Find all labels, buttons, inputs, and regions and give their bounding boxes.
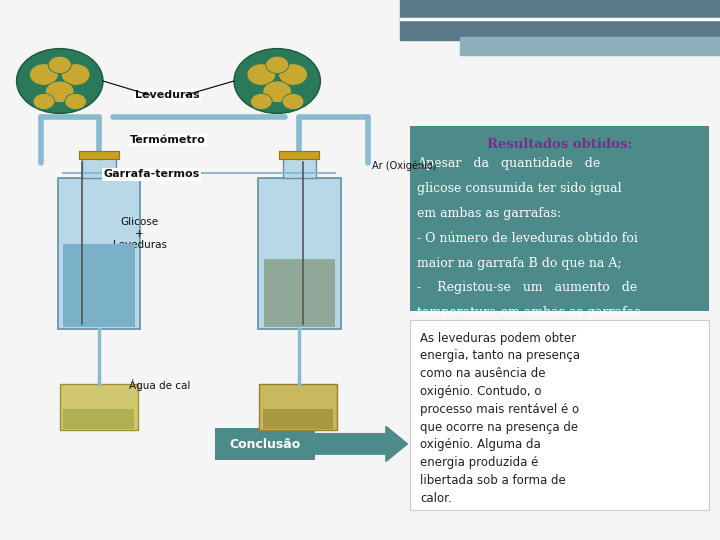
Text: libertada sob a forma de: libertada sob a forma de	[420, 474, 566, 487]
Bar	[79, 151, 120, 159]
Text: Ar (Oxigénio): Ar (Oxigénio)	[372, 160, 436, 171]
Circle shape	[61, 64, 90, 85]
Bar	[282, 158, 315, 178]
Text: Glicose
+
Leveduras: Glicose + Leveduras	[113, 217, 167, 251]
Bar	[400, 18, 720, 20]
Text: Água de cal: Água de cal	[129, 379, 191, 391]
Circle shape	[48, 56, 71, 73]
Circle shape	[282, 93, 304, 110]
Text: como na ausência de: como na ausência de	[420, 367, 546, 380]
Text: Resultados obtidos:: Resultados obtidos:	[487, 138, 632, 151]
Circle shape	[33, 93, 55, 110]
FancyBboxPatch shape	[410, 320, 709, 510]
FancyBboxPatch shape	[410, 126, 709, 311]
FancyArrow shape	[315, 427, 408, 461]
Text: em ambas as garrafas:: em ambas as garrafas:	[417, 207, 561, 220]
Text: - O número de leveduras obtido foi: - O número de leveduras obtido foi	[417, 232, 638, 245]
Text: As leveduras podem obter: As leveduras podem obter	[420, 332, 577, 345]
Text: energia, tanto na presença: energia, tanto na presença	[420, 349, 580, 362]
Circle shape	[279, 64, 307, 85]
Bar	[460, 37, 720, 55]
Text: oxigénio. Alguma da: oxigénio. Alguma da	[420, 438, 541, 451]
Text: maior na garrafa B do que na A;: maior na garrafa B do que na A;	[417, 256, 621, 269]
Text: que ocorre na presença de: que ocorre na presença de	[420, 421, 579, 434]
Text: calor.: calor.	[420, 492, 452, 505]
Text: Apesar   da   quantidade   de: Apesar da quantidade de	[417, 157, 600, 170]
Bar	[263, 409, 333, 429]
Text: glicose consumida ter sido igual: glicose consumida ter sido igual	[417, 182, 621, 195]
Bar	[58, 178, 140, 329]
Circle shape	[251, 93, 272, 110]
Circle shape	[30, 64, 58, 85]
Circle shape	[234, 49, 320, 113]
Circle shape	[65, 93, 86, 110]
Circle shape	[17, 49, 103, 113]
Text: processo mais rentável é o: processo mais rentável é o	[420, 403, 580, 416]
Bar	[63, 409, 134, 429]
Text: Leveduras: Leveduras	[135, 90, 200, 100]
Bar	[279, 151, 319, 159]
Bar	[82, 158, 115, 178]
Bar	[63, 244, 135, 327]
Circle shape	[247, 64, 276, 85]
Bar	[400, 0, 720, 40]
Bar	[264, 259, 335, 327]
Text: -    Registou-se   um   aumento   de: - Registou-se um aumento de	[417, 281, 637, 294]
Text: oxigénio. Contudo, o: oxigénio. Contudo, o	[420, 385, 542, 398]
Circle shape	[266, 56, 289, 73]
Text: Conclusão: Conclusão	[230, 437, 301, 451]
Bar	[60, 384, 138, 430]
Text: Garrafa-termos: Garrafa-termos	[104, 170, 200, 179]
Circle shape	[263, 81, 292, 103]
Bar	[259, 384, 337, 430]
Bar	[258, 178, 341, 329]
Text: temperatura em ambas as garrafas.: temperatura em ambas as garrafas.	[417, 306, 644, 319]
FancyBboxPatch shape	[215, 428, 315, 460]
Text: energia produzida é: energia produzida é	[420, 456, 539, 469]
Circle shape	[45, 81, 74, 103]
Text: Termómetro: Termómetro	[130, 135, 206, 145]
